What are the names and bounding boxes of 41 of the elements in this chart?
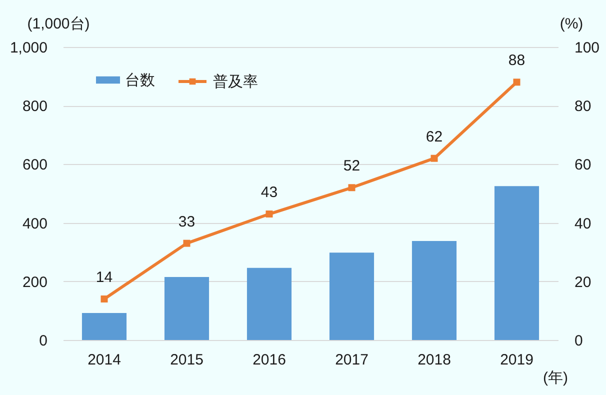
- data-label: 43: [260, 184, 278, 202]
- bar: [82, 313, 127, 340]
- y2-tick-label: 20: [574, 274, 592, 291]
- y-tick-label: 600: [22, 156, 48, 174]
- point: [183, 240, 190, 247]
- bar: [494, 186, 540, 340]
- point: [513, 78, 520, 86]
- point: [348, 184, 356, 192]
- data-label: 88: [508, 52, 526, 70]
- point: [100, 295, 108, 302]
- y-tick-label: 0: [39, 332, 48, 350]
- bar: [329, 252, 374, 340]
- x-axis-title: (年): [543, 370, 568, 386]
- data-label: 33: [178, 213, 196, 230]
- y2-axis-title: (%): [560, 16, 584, 32]
- y-tick-label: 800: [22, 98, 48, 116]
- y-tick-label: 400: [22, 215, 48, 232]
- bar: [412, 240, 457, 340]
- data-label: 52: [343, 158, 360, 175]
- x-tick-label: 2018: [418, 352, 451, 368]
- bar: [164, 277, 210, 340]
- point: [430, 154, 438, 162]
- y2-tick-label: 60: [574, 156, 592, 174]
- x-tick-label: 2019: [500, 352, 534, 368]
- y-tick-label: 1,000: [10, 40, 48, 56]
- x-tick-label: 2015: [170, 352, 204, 368]
- y2-tick-label: 40: [574, 215, 592, 232]
- y-axis-title: (1,000台): [27, 16, 90, 32]
- data-label: 62: [426, 128, 443, 146]
- y-tick-label: 200: [22, 274, 48, 291]
- bar: [246, 268, 292, 340]
- y2-tick-label: 0: [574, 332, 583, 350]
- x-tick-label: 2016: [252, 352, 286, 368]
- y2-tick-label: 80: [574, 98, 592, 116]
- point: [266, 210, 273, 218]
- y2-tick-label: 100: [574, 40, 600, 56]
- data-label: 14: [96, 268, 113, 286]
- x-tick-label: 2017: [335, 352, 368, 368]
- legend-label: 台数: [125, 72, 155, 89]
- legend-label: 普及率: [213, 74, 258, 90]
- x-tick-label: 2014: [88, 352, 121, 368]
